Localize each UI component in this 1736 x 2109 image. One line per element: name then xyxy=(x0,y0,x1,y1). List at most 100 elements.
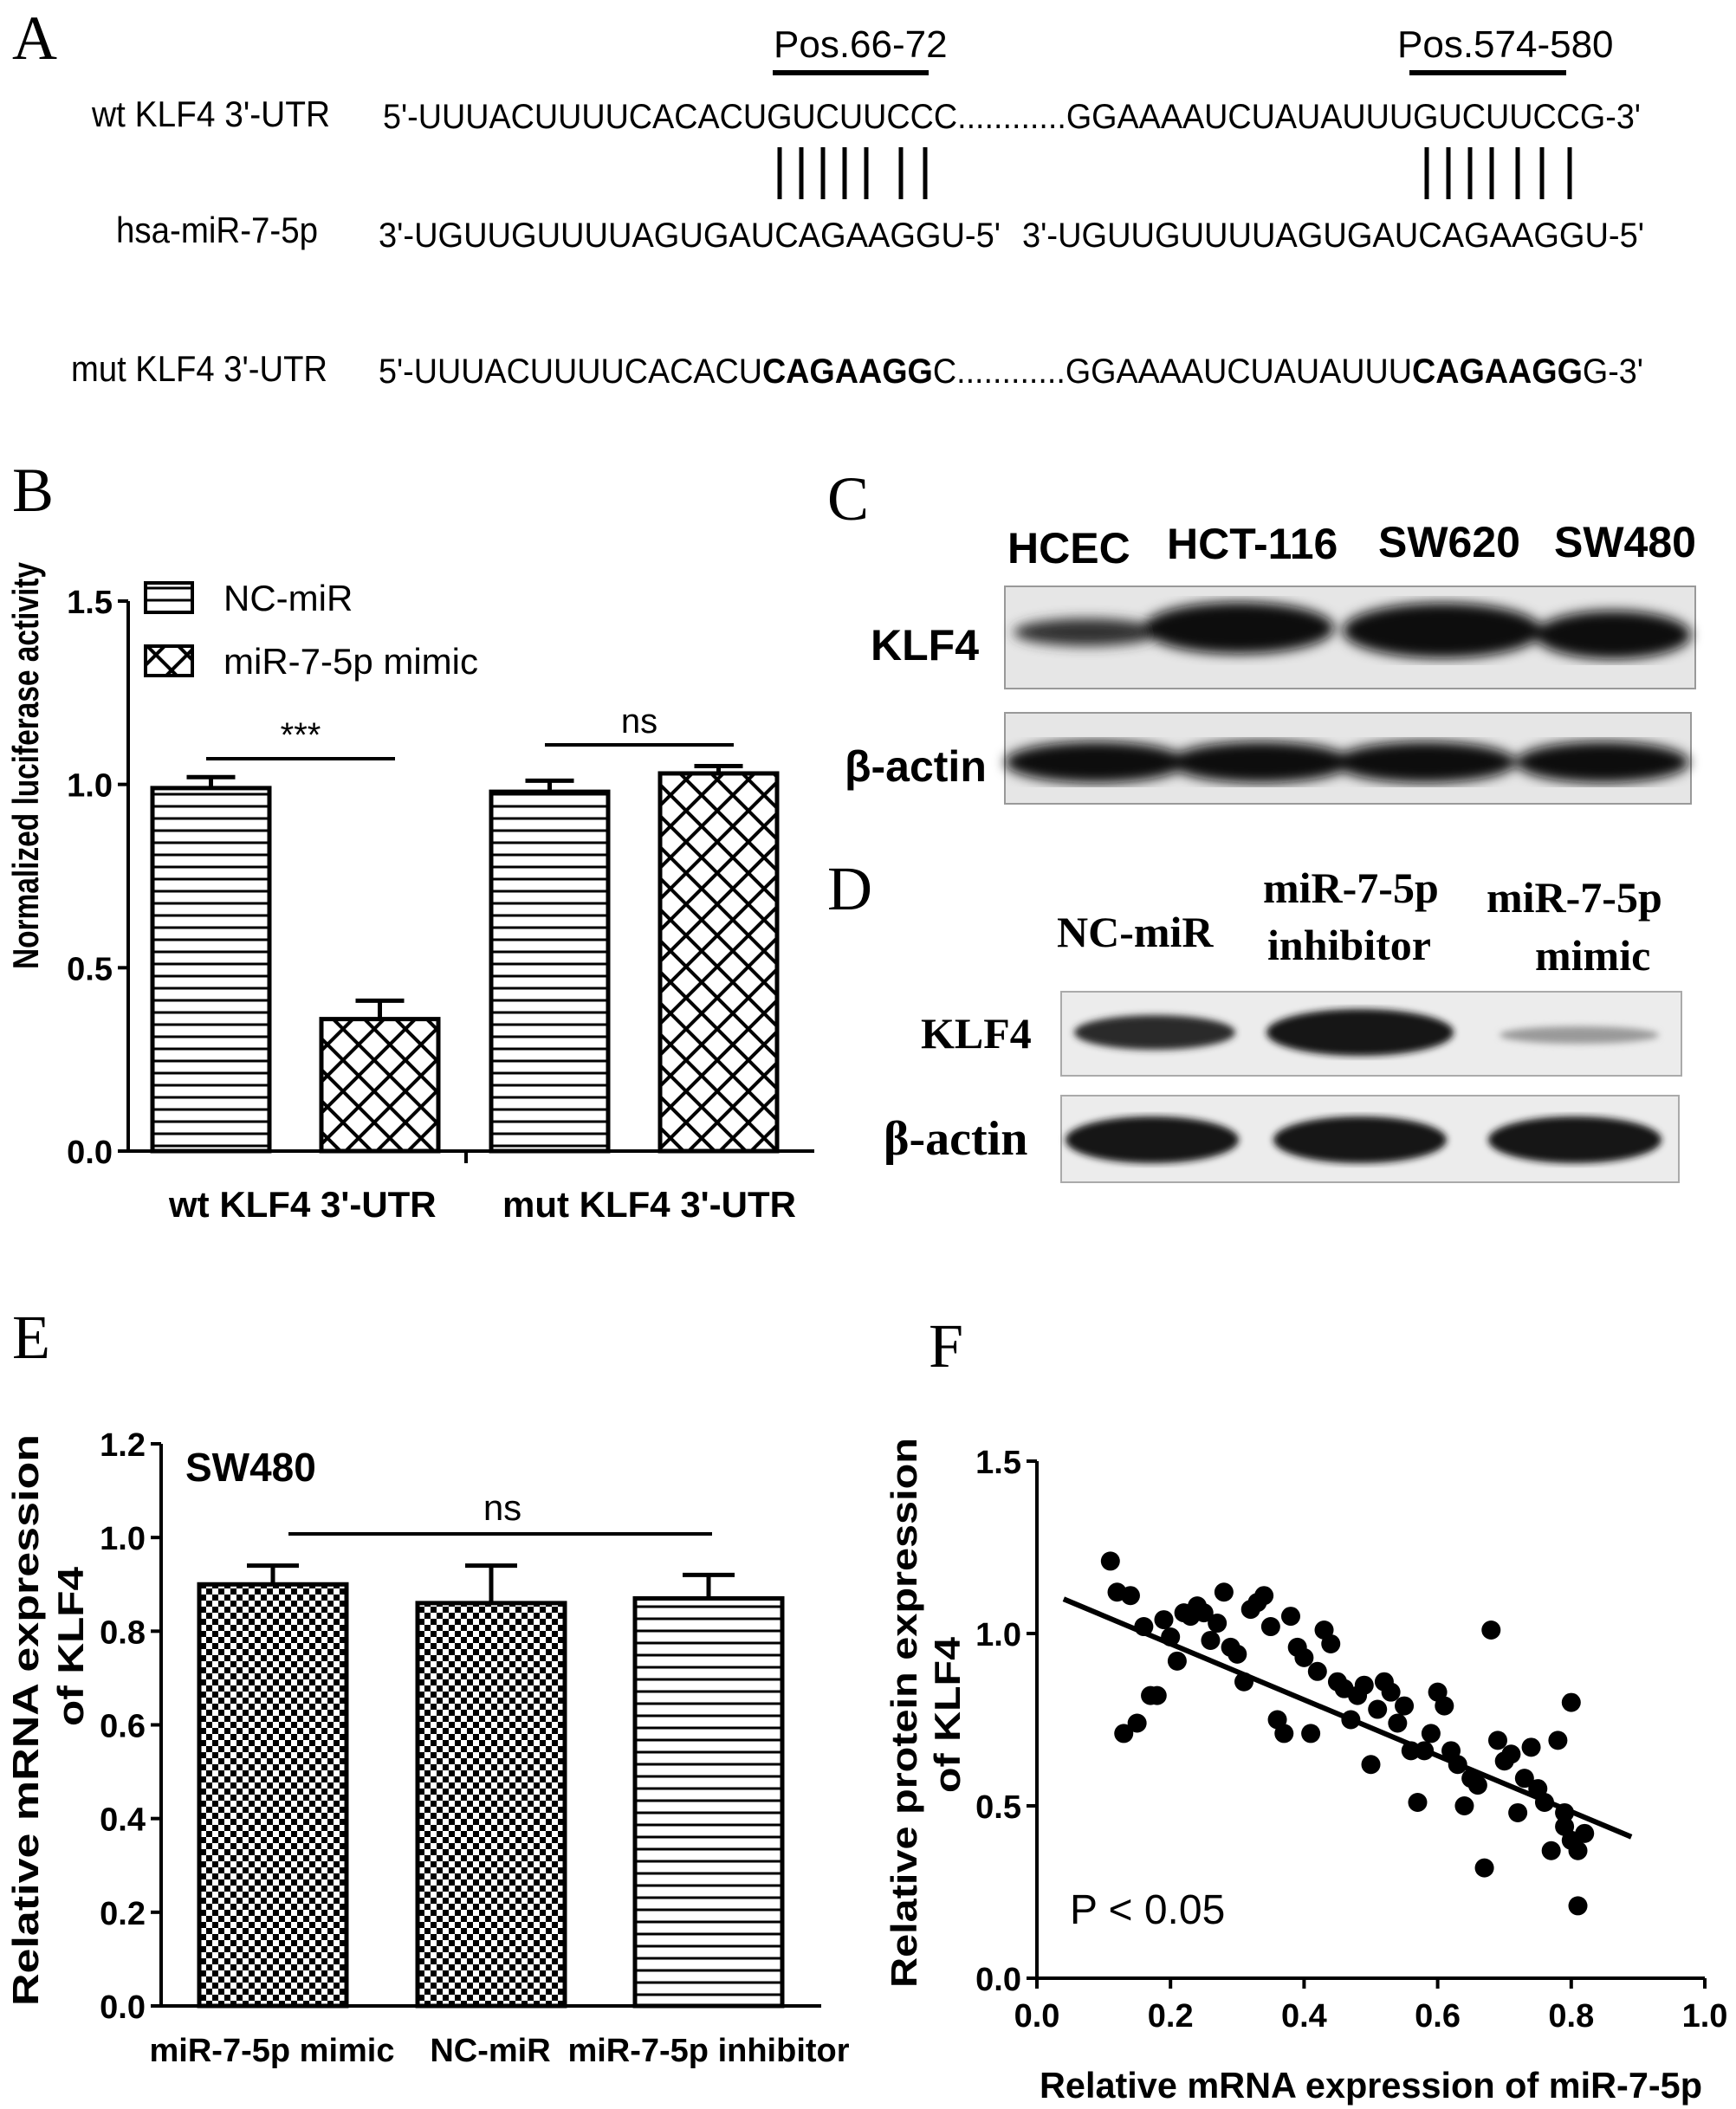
f-scatter-point xyxy=(1408,1793,1428,1813)
b-y-tick-label: 0.5 xyxy=(67,951,113,987)
f-scatter-point xyxy=(1208,1614,1228,1634)
f-scatter-point xyxy=(1214,1582,1234,1602)
e-y-tick-label: 0.2 xyxy=(100,1896,146,1932)
f-scatter-point xyxy=(1548,1731,1568,1750)
wt-label: wt KLF4 3'-UTR xyxy=(91,94,330,134)
f-scatter-point xyxy=(1114,1724,1134,1743)
e-ylabel-1: Relative mRNA expression xyxy=(5,1434,46,2006)
lane-inhibitor-d-1: miR-7-5p xyxy=(1263,864,1439,912)
e-x-category-label: miR-7-5p mimic xyxy=(150,2033,395,2069)
lane-mimic-d-2: mimic xyxy=(1535,931,1650,980)
f-scatter-point xyxy=(1435,1696,1454,1716)
legend-swatch-nc-mir xyxy=(144,581,194,614)
f-scatter-point xyxy=(1474,1858,1494,1878)
f-regression-line xyxy=(1062,1596,1633,1840)
b-bar xyxy=(150,786,272,1154)
e-ylabel-2: of KLF4 xyxy=(50,1566,91,1726)
f-scatter-point xyxy=(1521,1737,1541,1757)
row-label-klf4-c: KLF4 xyxy=(871,621,979,670)
f-scatter-point xyxy=(1541,1841,1561,1860)
f-scatter-point xyxy=(1301,1724,1321,1743)
f-x-tick-label: 0.2 xyxy=(1148,1998,1194,2035)
panel-b: B Normalized luciferase activity 0.0 0.5 1… xyxy=(5,456,814,1225)
wt-sequence: 5'-UUUACUUUUCACACUGUCUUCCC............GG… xyxy=(383,98,1641,136)
e-x-category-label: miR-7-5p inhibitor xyxy=(567,2033,849,2069)
f-scatter-point xyxy=(1487,1731,1507,1750)
lane-hct116: HCT-116 xyxy=(1167,520,1338,568)
f-x-tick-label: 0.6 xyxy=(1415,1998,1461,2035)
b-y-tick-label: 1.0 xyxy=(67,768,113,805)
legend-swatch-mimic xyxy=(144,644,194,677)
f-scatter-point xyxy=(1254,1586,1274,1606)
f-scatter-point xyxy=(1260,1617,1280,1637)
panel-f: F Relative protein expression of KLF4 Re… xyxy=(884,1311,1727,2106)
f-x-tick-label: 0.4 xyxy=(1281,1998,1327,2035)
lane-hcec: HCEC xyxy=(1007,524,1130,573)
f-scatter-point xyxy=(1421,1724,1441,1743)
b-chart-area: 0.0 0.5 1.0 1.5 wt KLF4 3'-UTR mut KLF4 3'-UT… xyxy=(67,585,814,1225)
mir-label: hsa-miR-7-5p xyxy=(116,210,318,250)
e-bar xyxy=(632,1595,785,2009)
b-bar xyxy=(319,1017,441,1154)
f-scatter-point xyxy=(1321,1634,1341,1653)
f-scatter-point xyxy=(1228,1644,1247,1664)
base-pairing-lines-1 xyxy=(777,147,928,199)
blot-c-actin-bands xyxy=(1005,741,1689,783)
e-chart-area: 0.0 0.2 0.4 0.6 0.8 1.0 1.2 miR-7-5p mimic NC-mi… xyxy=(100,1427,850,2069)
f-scatter-point xyxy=(1361,1755,1381,1775)
f-scatter-point xyxy=(1508,1802,1528,1822)
row-label-actin-d: β-actin xyxy=(884,1112,1027,1166)
f-y-tick-label: 0.0 xyxy=(975,1962,1021,1998)
f-scatter-point xyxy=(1127,1713,1147,1733)
f-x-tick-label: 0.8 xyxy=(1548,1998,1594,2035)
f-scatter-point xyxy=(1194,1603,1214,1623)
f-scatter-point xyxy=(1555,1816,1575,1836)
f-scatter-point xyxy=(1307,1661,1327,1681)
pos-574-580-label: Pos.574-580 xyxy=(1397,23,1614,66)
panel-a: A Pos.66-72 Pos.574-580 wt KLF4 3'-UTR 5… xyxy=(12,3,1644,391)
panel-e: E Relative mRNA expression of KLF4 SW480… xyxy=(5,1303,850,2069)
f-x-tick-label: 0.0 xyxy=(1014,1998,1060,2035)
panel-c: C HCEC HCT-116 SW620 SW480 KLF4 β-actin xyxy=(827,464,1696,805)
lane-sw480: SW480 xyxy=(1554,518,1696,566)
f-p-value: P < 0.05 xyxy=(1070,1887,1225,1933)
f-scatter-point xyxy=(1501,1744,1521,1764)
e-title: SW480 xyxy=(185,1445,316,1490)
e-y-tick-label: 0.6 xyxy=(100,1709,146,1745)
f-scatter-point xyxy=(1454,1796,1474,1815)
b-significance-label: *** xyxy=(281,716,321,754)
f-scatter-point xyxy=(1395,1696,1415,1716)
pos-66-72-label: Pos.66-72 xyxy=(774,23,948,66)
b-ylabel: Normalized luciferase activity xyxy=(5,561,46,969)
panel-d: D NC-miR miR-7-5p inhibitor miR-7-5p mim… xyxy=(827,854,1682,1183)
f-chart-area: 0.0 0.5 1.0 1.5 0.0 0.2 0.4 0.6 0.8 1.0 xyxy=(975,1445,1727,2035)
f-scatter-point xyxy=(1568,1896,1588,1916)
legend-label-nc-mir: NC-miR xyxy=(223,578,353,618)
f-scatter-point xyxy=(1388,1713,1408,1733)
e-significance-label: ns xyxy=(483,1487,521,1528)
f-scatter-point xyxy=(1481,1621,1501,1640)
f-scatter-point xyxy=(1154,1610,1174,1630)
b-y-tick-label: 0.0 xyxy=(67,1135,113,1171)
f-scatter-point xyxy=(1561,1692,1581,1712)
f-scatter-point xyxy=(1167,1651,1187,1671)
b-y-tick-label: 1.5 xyxy=(67,585,113,621)
panel-d-letter: D xyxy=(827,854,872,923)
f-scatter-point xyxy=(1120,1586,1140,1606)
lane-inhibitor-d-2: inhibitor xyxy=(1267,921,1431,969)
f-xlabel: Relative mRNA expression of miR-7-5p xyxy=(1040,2065,1702,2106)
f-scatter-point xyxy=(1354,1675,1374,1695)
f-scatter-point xyxy=(1568,1841,1588,1860)
panel-f-letter: F xyxy=(929,1311,963,1381)
f-scatter-point xyxy=(1280,1607,1300,1627)
f-scatter-point xyxy=(1294,1647,1314,1667)
mir-sequence-2: 3'-UGUUGUUUUAGUGAUCAGAAGGU-5' xyxy=(1022,217,1644,255)
e-y-tick-label: 1.2 xyxy=(100,1427,146,1464)
row-label-klf4-d: KLF4 xyxy=(921,1009,1032,1058)
f-scatter-point xyxy=(1100,1551,1120,1571)
f-scatter-point xyxy=(1575,1823,1595,1843)
panel-b-letter: B xyxy=(12,456,54,525)
row-label-actin-c: β-actin xyxy=(845,742,987,791)
e-y-tick-label: 1.0 xyxy=(100,1521,146,1557)
